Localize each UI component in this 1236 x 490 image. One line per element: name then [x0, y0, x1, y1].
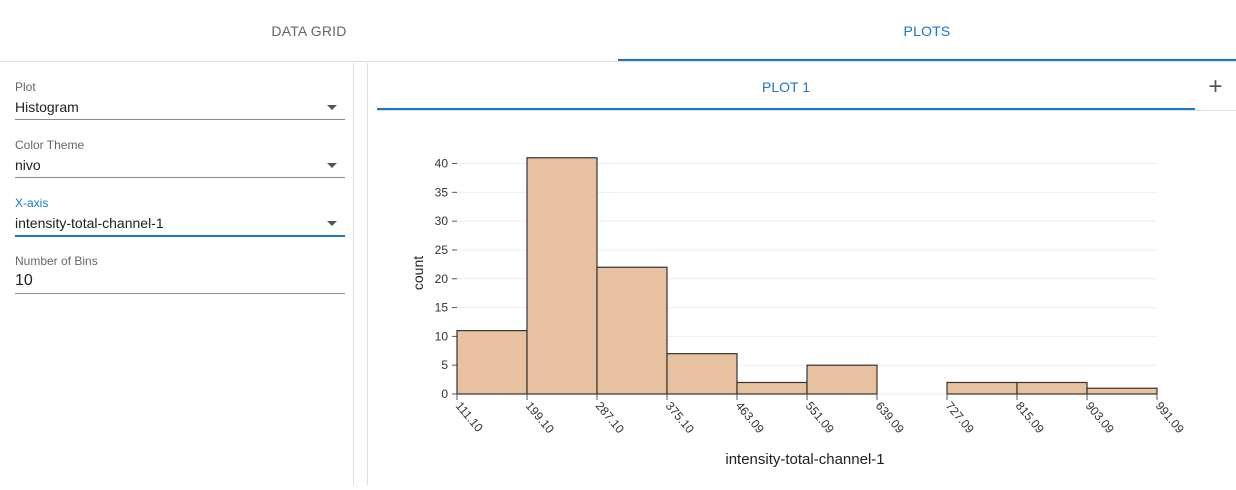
x-tick-label: 991.09 — [1153, 399, 1188, 436]
histogram-bar — [1016, 381, 1088, 395]
x-axis-value-text: intensity-total-channel-1 — [15, 215, 164, 231]
number-of-bins-field[interactable]: Number of Bins 10 — [15, 253, 345, 294]
y-axis-title: count — [410, 256, 426, 290]
histogram-bar — [526, 157, 598, 395]
panel-divider[interactable] — [367, 63, 368, 485]
color-theme-value-text: nivo — [15, 157, 41, 173]
histogram-bar — [946, 381, 1018, 395]
y-tick-label: 5 — [441, 358, 448, 372]
chevron-down-icon[interactable] — [327, 163, 337, 168]
y-tick-label: 20 — [435, 272, 449, 286]
plot-type-label: Plot — [15, 80, 36, 94]
x-axis-select[interactable]: X-axis intensity-total-channel-1 — [15, 195, 345, 237]
active-tab-indicator — [618, 59, 1236, 61]
x-tick-label: 375.10 — [663, 399, 698, 436]
tab-data-grid[interactable]: DATA GRID — [271, 23, 347, 39]
plot-settings-panel: Plot Histogram Color Theme nivo X-axis i… — [0, 63, 354, 485]
plot-type-value[interactable]: Histogram — [15, 95, 345, 120]
chevron-down-icon[interactable] — [327, 221, 337, 226]
number-of-bins-input[interactable]: 10 — [15, 269, 345, 294]
tab-plots[interactable]: PLOTS — [903, 23, 951, 39]
color-theme-label: Color Theme — [15, 138, 85, 152]
y-tick-label: 35 — [435, 185, 449, 199]
y-tick-label: 15 — [435, 301, 449, 315]
x-tick-label: 287.10 — [593, 399, 628, 436]
histogram-bar — [666, 353, 738, 395]
x-tick-label: 463.09 — [733, 399, 768, 436]
number-of-bins-label: Number of Bins — [15, 254, 98, 268]
x-tick-label: 111.10 — [453, 399, 486, 435]
histogram-bar — [806, 364, 878, 395]
plot-type-select[interactable]: Plot Histogram — [15, 79, 345, 120]
y-tick-label: 30 — [435, 214, 449, 228]
histogram-chart: 0 5 10 15 20 25 30 35 40 111.10 199.10 287.10 375.10… — [377, 112, 1236, 485]
color-theme-value[interactable]: nivo — [15, 153, 345, 178]
x-tick-label: 815.09 — [1013, 399, 1048, 436]
histogram-bar — [596, 266, 668, 395]
x-axis-label: X-axis — [15, 196, 49, 210]
histogram-bar — [1086, 387, 1158, 395]
histogram-bar — [456, 330, 528, 395]
x-tick-label: 551.09 — [803, 399, 838, 436]
plot-tab-bar: PLOT 1 + — [377, 63, 1236, 111]
main-tab-bar: DATA GRID PLOTS — [0, 0, 1236, 62]
plus-icon[interactable]: + — [1208, 73, 1223, 100]
tab-plot-1[interactable]: PLOT 1 — [762, 79, 810, 95]
y-tick-label: 10 — [435, 329, 449, 343]
histogram-bar — [736, 381, 808, 395]
x-axis-title: intensity-total-channel-1 — [725, 451, 884, 468]
x-axis-value[interactable]: intensity-total-channel-1 — [15, 211, 345, 237]
plot-type-value-text: Histogram — [15, 99, 79, 115]
x-tick-label: 199.10 — [523, 399, 558, 436]
y-tick-label: 40 — [435, 157, 449, 171]
x-tick-label: 903.09 — [1083, 399, 1118, 436]
x-tick-label: 727.09 — [943, 399, 978, 436]
y-tick-label: 0 — [441, 387, 448, 401]
color-theme-select[interactable]: Color Theme nivo — [15, 137, 345, 178]
y-tick-label: 25 — [435, 243, 449, 257]
plot-tab-indicator — [377, 108, 1195, 110]
x-tick-label: 639.09 — [873, 399, 908, 436]
histogram-svg: 0 5 10 15 20 25 30 35 40 111.10 199.10 287.10 375.10… — [410, 157, 1188, 468]
chevron-down-icon[interactable] — [327, 105, 337, 110]
